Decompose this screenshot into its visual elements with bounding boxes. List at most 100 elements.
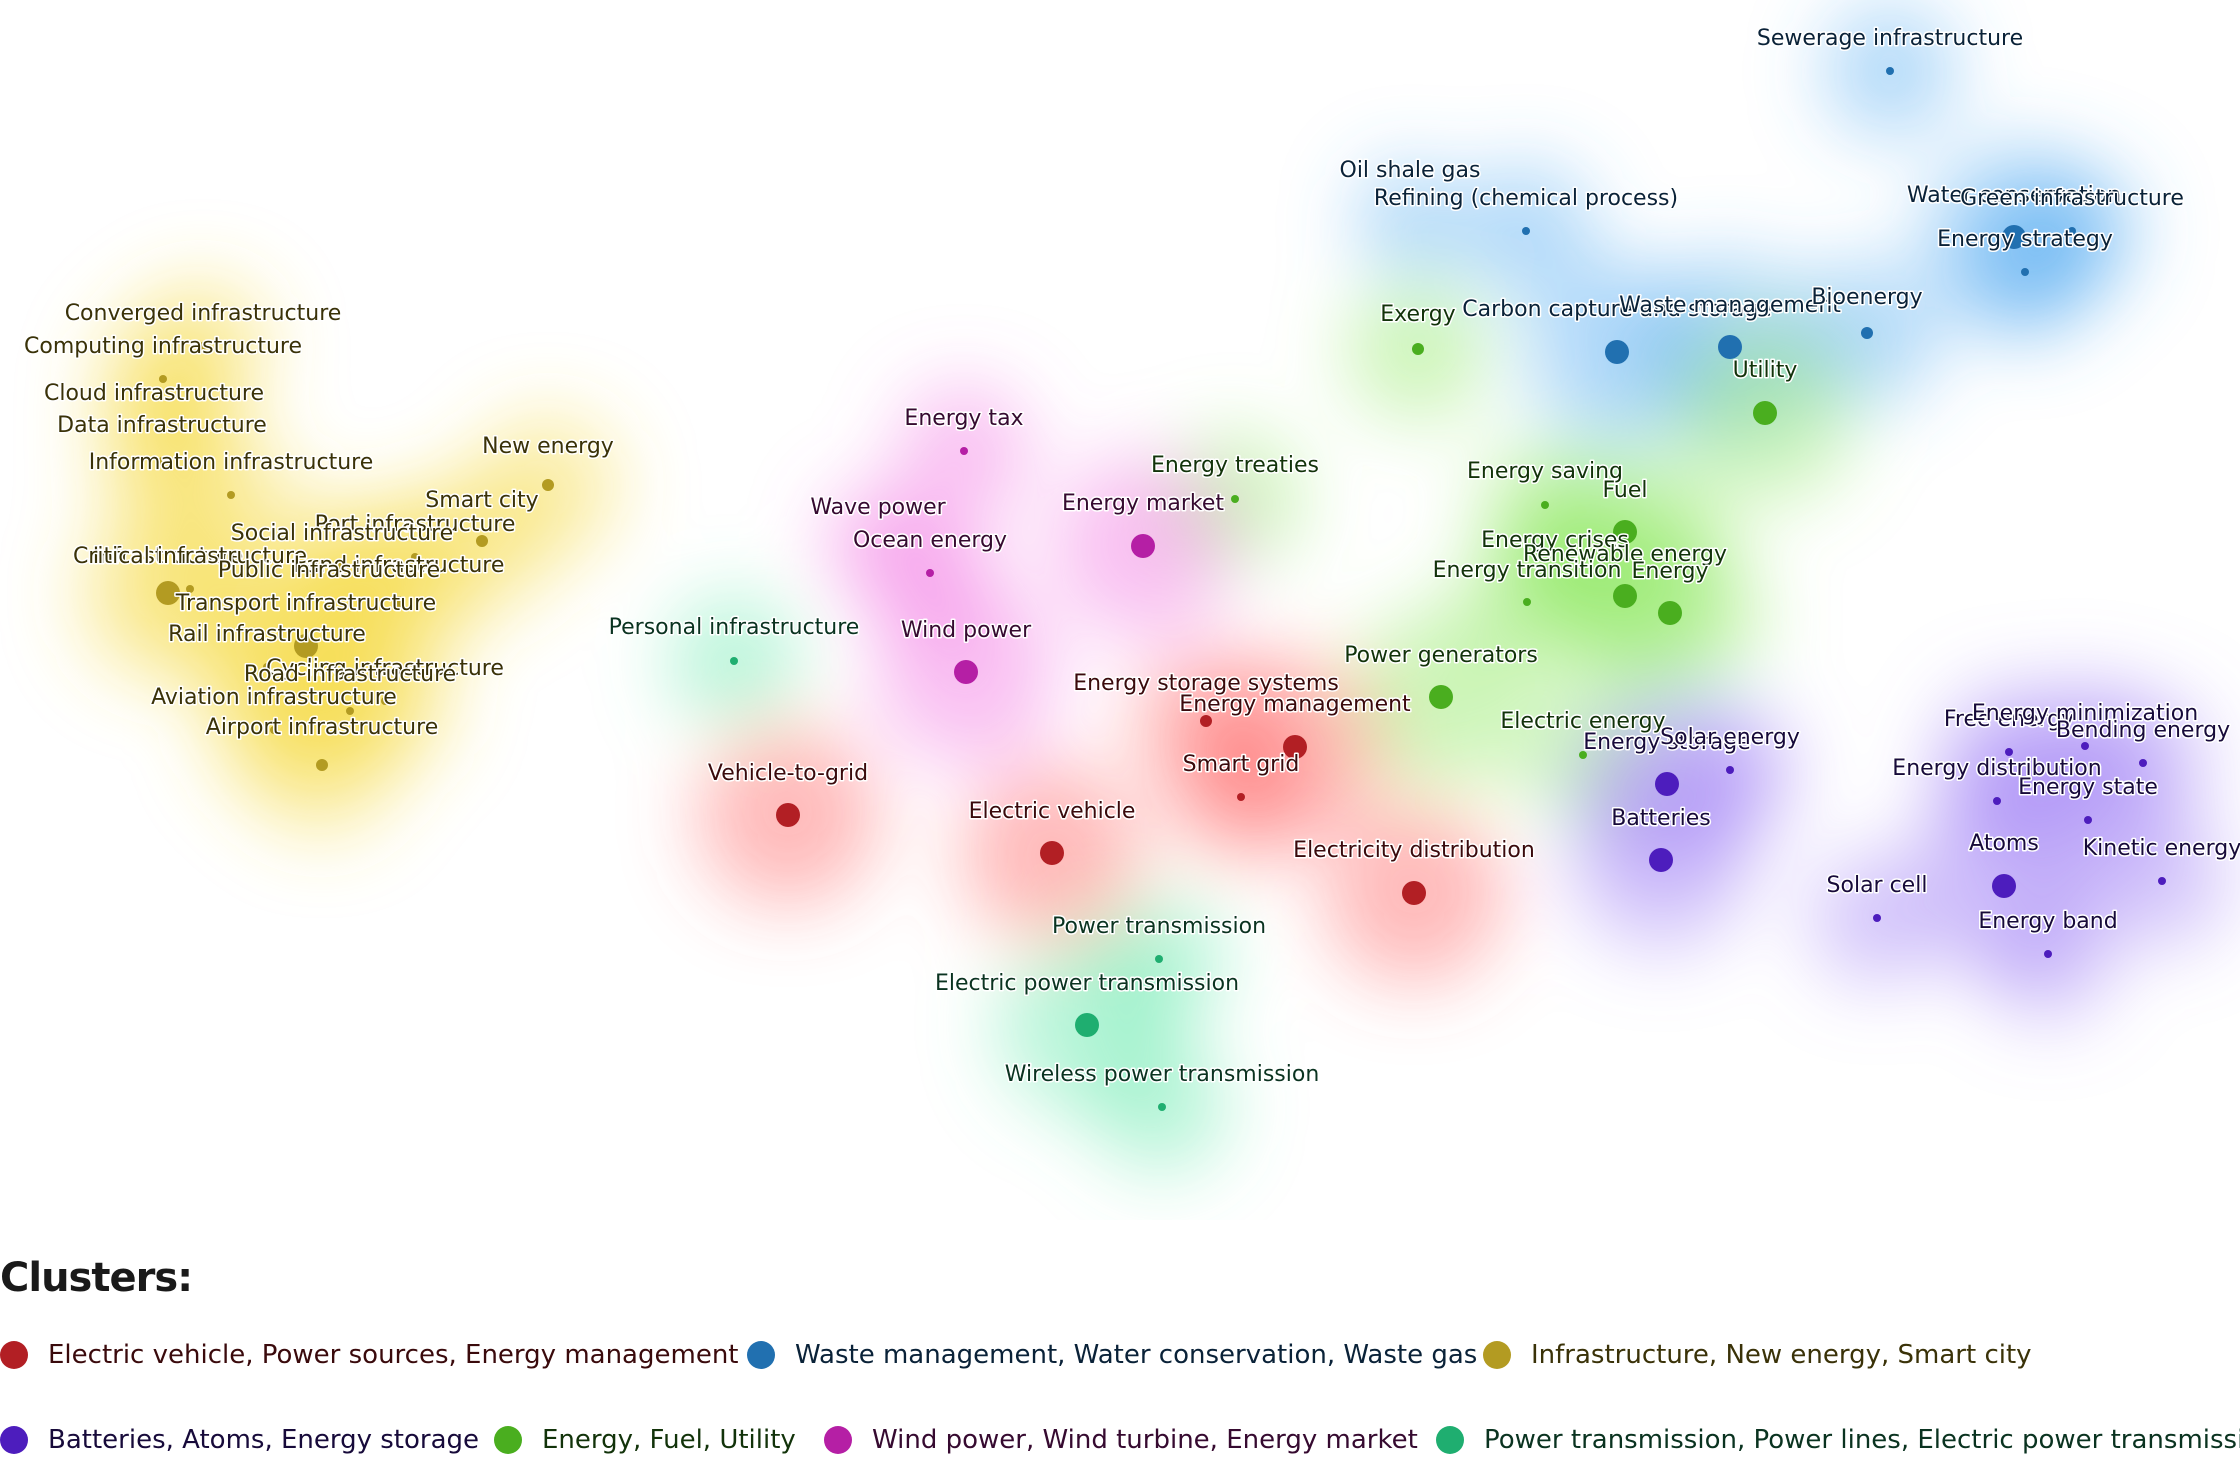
legend-item-magenta[interactable]: Wind power, Wind turbine, Energy market [824,1425,1418,1455]
node-dot-transport-infrastructure[interactable] [294,634,318,658]
node-label-energy-saving: Energy saving [1467,459,1623,484]
node-dot-bending-energy[interactable] [2139,759,2147,767]
node-dot-solar-energy[interactable] [1726,766,1734,774]
node-dot-fuel[interactable] [1613,520,1637,544]
node-label-energy-band: Energy band [1978,909,2117,934]
node-dot-rail-infrastructure[interactable] [263,663,271,671]
node-label-solar-energy: Solar energy [1660,725,1800,750]
node-dot-airport-infrastructure[interactable] [316,759,328,771]
node-label-bending-energy: Bending energy [2056,718,2230,743]
node-dot-free-energy[interactable] [2005,748,2013,756]
node-label-batteries: Batteries [1611,806,1711,831]
node-dot-energy-minimization[interactable] [2081,742,2089,750]
node-label-energy-tax: Energy tax [904,406,1023,431]
node-dot-energy-state[interactable] [2084,816,2092,824]
node-dot-carbon-capture-and-storage[interactable] [1605,340,1629,364]
node-label-energy-strategy: Energy strategy [1937,227,2113,252]
node-dot-ocean-energy[interactable] [926,569,934,577]
node-dot-aviation-infrastructure[interactable] [270,726,278,734]
legend-item-purple[interactable]: Batteries, Atoms, Energy storage [0,1425,479,1455]
legend-item-yellow[interactable]: Infrastructure, New energy, Smart city [1483,1340,2032,1370]
node-dot-power-transmission[interactable] [1155,955,1163,963]
node-dot-energy-storage[interactable] [1655,772,1679,796]
node-label-information-infrastructure: Information infrastructure [89,450,374,475]
node-dot-wind-power[interactable] [954,660,978,684]
node-label-bioenergy: Bioenergy [1811,285,1922,310]
node-dot-converged-infrastructure[interactable] [199,342,207,350]
node-dot-smart-city[interactable] [476,535,488,547]
node-dot-energy-storage-systems[interactable] [1200,715,1212,727]
node-dot-renewable-energy[interactable] [1613,584,1637,608]
node-dot-energy-band[interactable] [2044,950,2052,958]
node-dot-road-infrastructure[interactable] [346,707,354,715]
node-dot-bioenergy[interactable] [1861,327,1873,339]
node-dot-green-infrastructure[interactable] [2068,227,2076,235]
node-dot-energy[interactable] [1658,601,1682,625]
legend-swatch [1483,1341,1511,1369]
node-dot-exergy[interactable] [1412,343,1424,355]
legend-item-red[interactable]: Electric vehicle, Power sources, Energy … [0,1340,739,1370]
node-label-social-infrastructure: Social infrastructure [231,521,453,546]
legend-item-blue[interactable]: Waste management, Water conservation, Wa… [747,1340,1477,1370]
node-dot-vehicle-to-grid[interactable] [776,803,800,827]
node-label-vehicle-to-grid: Vehicle-to-grid [708,761,868,786]
node-dot-energy-treaties[interactable] [1231,495,1239,503]
node-dot-new-energy[interactable] [542,479,554,491]
node-label-energy-storage-systems: Energy storage systems [1073,671,1339,696]
node-dot-information-infrastructure[interactable] [227,491,235,499]
legend-item-green[interactable]: Energy, Fuel, Utility [494,1425,796,1455]
node-dot-energy-distribution[interactable] [1993,797,2001,805]
node-dot-electric-energy[interactable] [1579,751,1587,759]
node-label-exergy: Exergy [1380,302,1455,327]
node-dot-electric-vehicle[interactable] [1040,841,1064,865]
node-dot-energy-market[interactable] [1131,534,1155,558]
node-dot-social-infrastructure[interactable] [338,562,346,570]
node-dot-public-infrastructure[interactable] [325,599,333,607]
node-label-port-infrastructure: Port infrastructure [315,512,516,537]
node-dot-computing-infrastructure[interactable] [159,375,167,383]
node-dot-energy-strategy[interactable] [2021,268,2029,276]
node-dot-critical-infrastructure[interactable] [186,585,194,593]
node-label-ocean-energy: Ocean energy [853,528,1007,553]
node-label-renewable-energy: Renewable energy [1523,542,1727,567]
node-dot-refining-chemical-process[interactable] [1522,227,1530,235]
node-label-cloud-infrastructure: Cloud infrastructure [44,381,264,406]
node-dot-kinetic-energy[interactable] [2158,877,2166,885]
node-dot-energy-tax[interactable] [960,447,968,455]
legend-label: Wind power, Wind turbine, Energy market [872,1425,1418,1455]
node-dot-wireless-power-transmission[interactable] [1158,1103,1166,1111]
node-label-energy-crises: Energy crises [1481,528,1629,553]
node-dot-energy-management[interactable] [1283,735,1307,759]
node-dot-infrastructure[interactable] [156,581,180,605]
node-dot-waste-management[interactable] [1718,335,1742,359]
node-dot-smart-grid[interactable] [1237,793,1245,801]
node-label-utility: Utility [1733,358,1798,383]
node-label-data-infrastructure: Data infrastructure [57,413,267,438]
node-dot-cycling-infrastructure[interactable] [381,697,389,705]
node-dot-energy-transition[interactable] [1523,598,1531,606]
node-dot-batteries[interactable] [1649,848,1673,872]
legend-item-teal[interactable]: Power transmission, Power lines, Electri… [1436,1425,2240,1455]
node-dot-land-infrastructure[interactable] [393,596,405,608]
node-dot-sewerage-infrastructure[interactable] [1886,67,1894,75]
node-label-wireless-power-transmission: Wireless power transmission [1005,1062,1320,1087]
node-dot-energy-saving[interactable] [1541,501,1549,509]
node-dot-water-conservation[interactable] [2002,225,2026,249]
node-dot-solar-cell[interactable] [1873,914,1881,922]
node-label-smart-city: Smart city [425,488,538,513]
node-dot-port-infrastructure[interactable] [411,553,419,561]
node-label-personal-infrastructure: Personal infrastructure [609,615,860,640]
node-dot-atoms[interactable] [1992,874,2016,898]
node-dot-electricity-distribution[interactable] [1402,881,1426,905]
legend-label: Electric vehicle, Power sources, Energy … [48,1340,739,1370]
node-label-solar-cell: Solar cell [1827,873,1928,898]
node-dot-utility[interactable] [1753,401,1777,425]
node-dot-personal-infrastructure[interactable] [730,657,738,665]
node-label-wind-power: Wind power [901,618,1032,643]
node-dot-electric-power-transmission[interactable] [1075,1013,1099,1037]
node-label-electricity-distribution: Electricity distribution [1293,838,1535,863]
legend-label: Power transmission, Power lines, Electri… [1484,1425,2240,1455]
node-dot-power-generators[interactable] [1429,685,1453,709]
legend-swatch [0,1341,28,1369]
node-dot-data-infrastructure[interactable] [158,457,166,465]
